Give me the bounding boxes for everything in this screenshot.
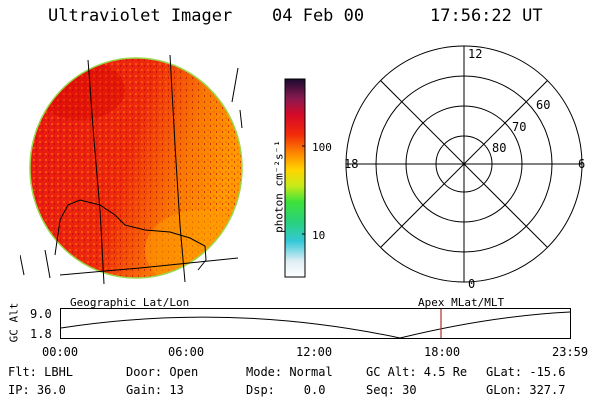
mlat-label-80: 80 [492, 141, 507, 155]
colorbar-tick-100: 100 [312, 141, 332, 154]
mlt-label-0: 0 [468, 277, 476, 291]
status-dsp: Dsp: 0.0 [246, 383, 326, 397]
status-door: Door: Open [126, 365, 199, 379]
status-gain: Gain: 13 [126, 383, 184, 397]
geographic-label: Geographic Lat/Lon [70, 296, 190, 309]
orbit-plot [60, 308, 571, 339]
orbit-xtick-0000: 00:00 [42, 345, 79, 359]
orbit-xtick-0600: 06:00 [168, 345, 205, 359]
colorbar-tick-10: 10 [312, 229, 326, 242]
longitude-line [87, 59, 105, 285]
disk-limb [29, 57, 243, 279]
orbit-axis-label: GC Alt [7, 302, 21, 343]
colorbar-label: photon cm⁻²s⁻¹ [272, 140, 286, 233]
polar-grid [345, 45, 583, 283]
instrument-title: Ultraviolet Imager [48, 6, 233, 26]
orbit-ytick-min: 1.8 [30, 327, 52, 341]
mlt-label-6: 6 [578, 157, 586, 171]
mlat-label-60: 60 [536, 98, 551, 112]
apex-label: Apex MLat/MLT [418, 296, 505, 309]
orbit-xtick-1200: 12:00 [296, 345, 333, 359]
orbit-xtick-1800: 18:00 [424, 345, 461, 359]
orbit-ytick-max: 9.0 [30, 307, 52, 321]
mlat-label-70: 70 [512, 120, 527, 134]
time-label: 17:56:22 UT [430, 6, 543, 26]
status-ip: IP: 36.0 [8, 383, 66, 397]
colorbar [284, 78, 306, 278]
coastline [20, 254, 25, 276]
longitude-line [169, 54, 186, 283]
auroral-image [20, 54, 243, 285]
status-filter: Flt: LBHL [8, 365, 74, 379]
status-gc-alt: GC Alt: 4.5 Re [366, 365, 468, 379]
coastline [44, 249, 51, 279]
date-label: 04 Feb 00 [272, 6, 365, 26]
orbit-xtick-2359: 23:59 [552, 345, 589, 359]
orbit-altitude-curve [60, 311, 571, 339]
status-glon: GLon: 327.7 [486, 383, 566, 397]
emission-disk [30, 58, 242, 278]
status-mode: Mode: Normal [246, 365, 333, 379]
coastline [231, 67, 239, 103]
status-seq: Seq: 30 [366, 383, 417, 397]
status-glat: GLat: -15.6 [486, 365, 566, 379]
mlt-label-18: 18 [344, 157, 359, 171]
mlt-label-12: 12 [468, 47, 483, 61]
coastline [239, 109, 243, 129]
coastline [54, 199, 207, 271]
